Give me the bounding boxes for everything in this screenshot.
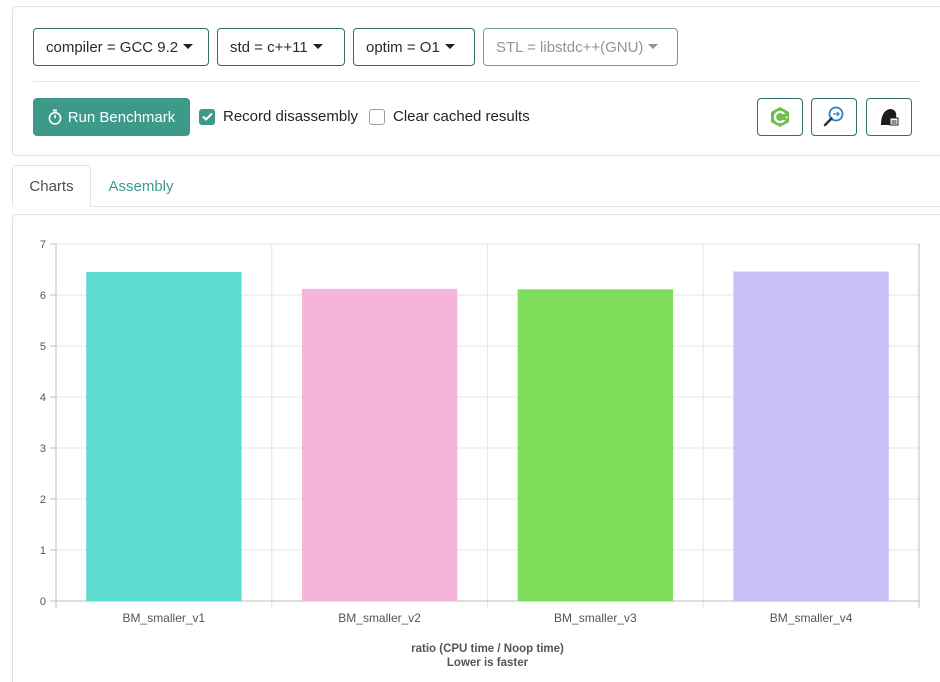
benchmark-bar-chart: 0 1 2 3 4 5 6 7 BM_smaller_v1 BM_smaller_v2 BM_sma… <box>40 239 920 669</box>
chevron-down-icon <box>648 43 659 49</box>
chart-panel: 0 1 2 3 4 5 6 7 BM_smaller_v1 BM_smaller_v2 BM_sma… <box>12 214 940 682</box>
y-tick-label: 2 <box>40 494 46 506</box>
record-disassembly-checkbox[interactable]: Record disassembly <box>199 108 358 125</box>
y-tick-label: 4 <box>40 392 46 404</box>
y-tick-label: 0 <box>40 596 46 608</box>
y-tick-label: 7 <box>40 239 46 251</box>
chevron-down-icon <box>444 43 455 49</box>
svg-text:+: + <box>785 115 789 121</box>
optim-dropdown[interactable]: optim = O1 <box>353 28 475 66</box>
optim-dropdown-label: optim = O1 <box>366 38 440 56</box>
compiler-dropdown-label: compiler = GCC 9.2 <box>46 38 179 56</box>
search-compare-icon <box>823 106 844 127</box>
y-tick-label: 3 <box>40 443 46 455</box>
stl-dropdown: STL = libstdc++(GNU) <box>483 28 678 66</box>
x-tick-label: BM_smaller_v2 <box>338 611 421 625</box>
stopwatch-icon <box>48 109 62 125</box>
options-divider <box>33 81 921 82</box>
std-dropdown-label: std = c++11 <box>230 38 308 56</box>
tab-charts[interactable]: Charts <box>12 165 91 207</box>
quick-bench-button[interactable] <box>866 98 912 136</box>
x-tick-label: BM_smaller_v1 <box>123 611 206 625</box>
run-benchmark-button[interactable]: Run Benchmark <box>33 98 190 136</box>
tabs-divider <box>90 206 940 207</box>
cpp-reference-button[interactable]: + <box>757 98 803 136</box>
clear-cached-results-checkbox[interactable]: Clear cached results <box>369 108 530 125</box>
chevron-down-icon <box>312 43 323 49</box>
x-tick-label: BM_smaller_v3 <box>554 611 637 625</box>
compiler-dropdown[interactable]: compiler = GCC 9.2 <box>33 28 209 66</box>
record-disassembly-label: Record disassembly <box>223 108 359 125</box>
tab-assembly[interactable]: Assembly <box>108 177 174 195</box>
compare-search-button[interactable] <box>811 98 857 136</box>
bar-BM_smaller_v2 <box>301 288 458 601</box>
clear-cached-results-label: Clear cached results <box>393 108 530 125</box>
bar-BM_smaller_v4 <box>733 271 889 601</box>
y-tick-label: 5 <box>40 341 46 353</box>
stl-dropdown-label: STL = libstdc++(GNU) <box>496 38 644 56</box>
cpp-logo-icon: + <box>771 107 789 127</box>
x-axis-title: ratio (CPU time / Noop time) <box>411 643 564 655</box>
bar-BM_smaller_v3 <box>517 289 674 601</box>
x-axis-subtitle: Lower is faster <box>447 657 529 669</box>
chevron-down-icon <box>183 43 194 49</box>
checkbox-checked-icon[interactable] <box>199 108 215 125</box>
y-tick-label: 6 <box>40 290 46 302</box>
run-benchmark-label: Run Benchmark <box>67 108 176 126</box>
std-dropdown[interactable]: std = c++11 <box>217 28 345 66</box>
checkbox-unchecked-icon[interactable] <box>369 108 385 125</box>
bar-BM_smaller_v1 <box>86 272 242 601</box>
x-tick-label: BM_smaller_v4 <box>770 611 853 625</box>
y-tick-label: 1 <box>40 545 46 557</box>
benchmark-options-panel: compiler = GCC 9.2 std = c++11 optim = O… <box>12 6 940 156</box>
quickbench-logo-icon <box>881 109 899 126</box>
